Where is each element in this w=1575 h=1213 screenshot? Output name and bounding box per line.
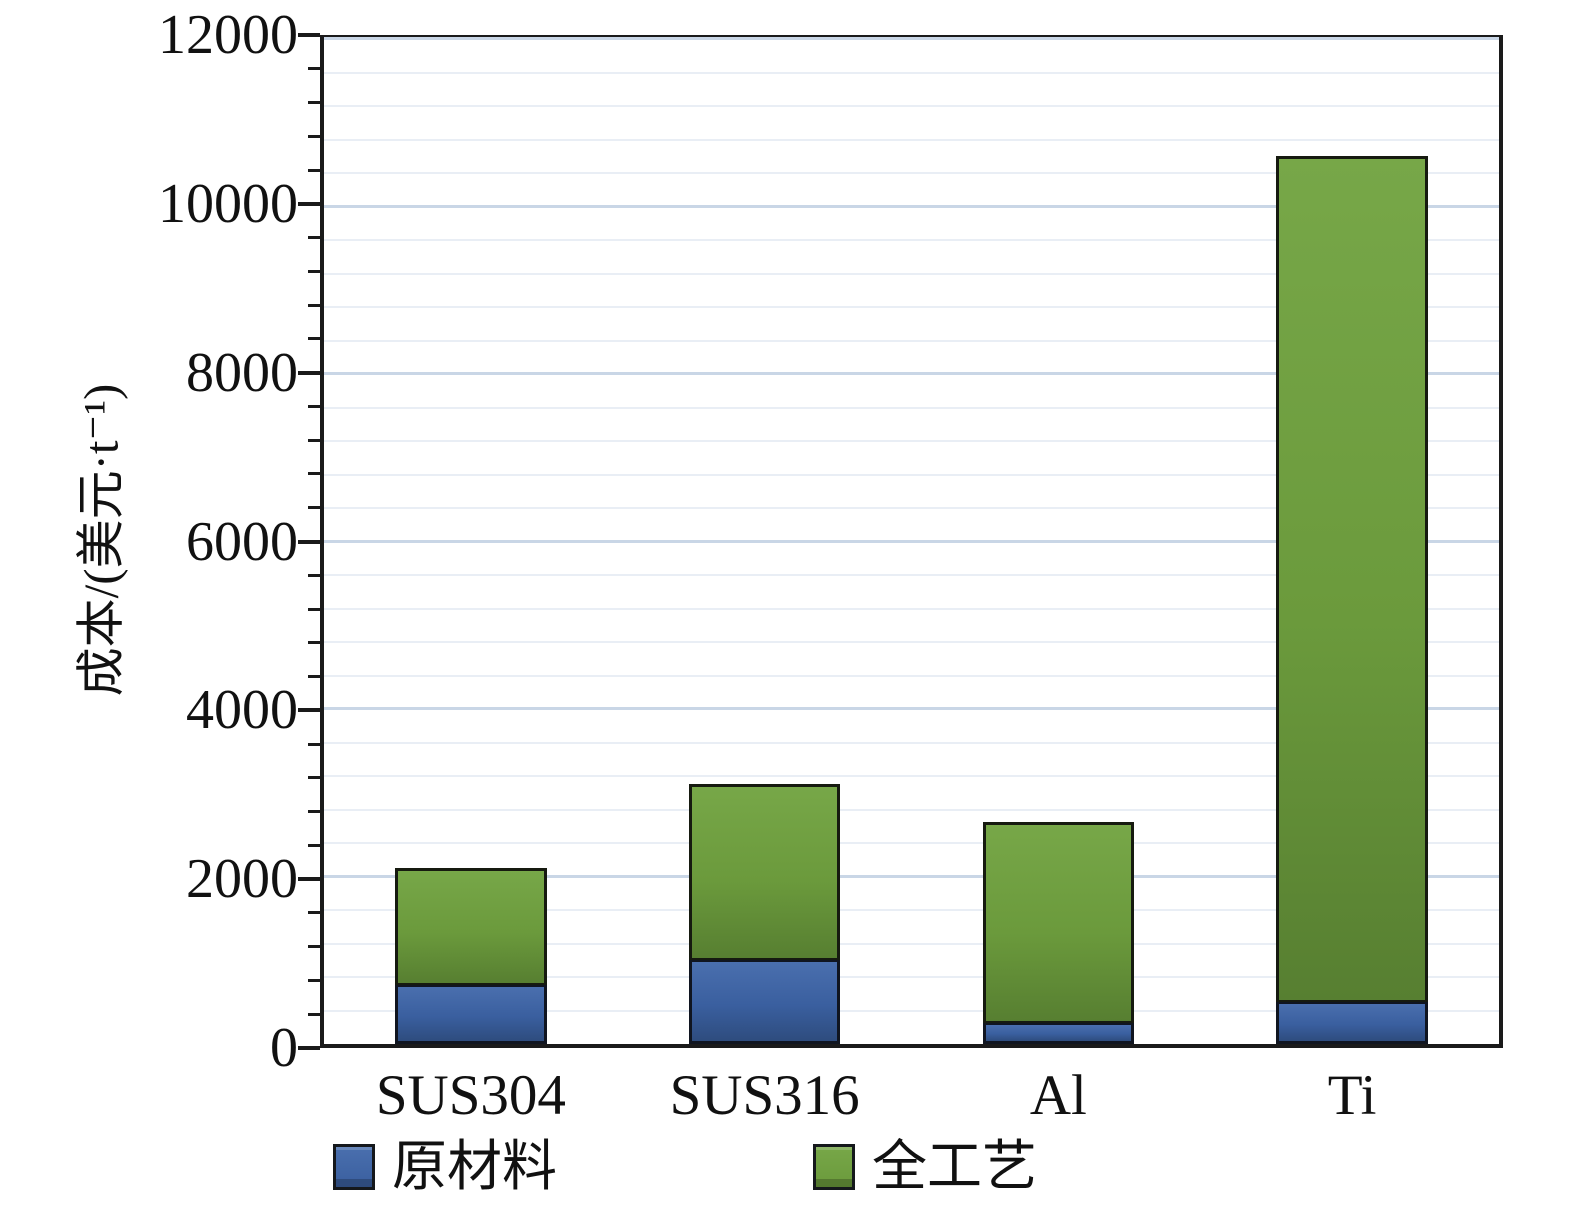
bar-segment-Al-原材料	[982, 1023, 1135, 1044]
x-category-label-Ti: Ti	[1327, 1064, 1377, 1127]
y-tick-4800	[308, 641, 320, 645]
gridline-major-12000	[324, 37, 1499, 40]
gridline-minor-11600	[324, 71, 1499, 74]
y-tick-10400	[308, 168, 320, 172]
legend-label-raw-material: 原材料	[392, 1136, 558, 1197]
legend: 原材料 全工艺	[0, 1136, 1575, 1206]
y-tick-12000	[298, 33, 320, 37]
y-tick-2800	[308, 810, 320, 814]
y-tick-3600	[308, 742, 320, 746]
gridline-minor-10800	[324, 138, 1499, 141]
bar-segment-Ti-原材料	[1276, 1002, 1428, 1044]
y-tick-7600	[308, 404, 320, 408]
y-tick-label-0: 0	[270, 1017, 298, 1079]
y-tick-3200	[308, 776, 320, 780]
y-tick-6800	[308, 472, 320, 476]
y-tick-10800	[308, 134, 320, 138]
x-category-label-Al: Al	[1029, 1064, 1087, 1127]
y-tick-5200	[308, 607, 320, 611]
y-tick-label-10000: 10000	[158, 172, 298, 235]
legend-item-raw-material: 原材料	[333, 1136, 557, 1198]
y-tick-9600	[308, 236, 320, 240]
full-process-swatch-icon	[813, 1144, 855, 1190]
y-tick-6400	[308, 506, 320, 510]
y-tick-8000	[298, 370, 320, 375]
x-category-label-SUS316: SUS316	[669, 1064, 860, 1127]
y-axis-title: 成本/(美元·t⁻¹)	[73, 383, 129, 697]
raw-material-swatch-icon	[333, 1144, 375, 1190]
y-tick-label-12000: 12000	[158, 4, 298, 66]
y-tick-4000	[298, 708, 320, 713]
y-tick-5600	[308, 573, 320, 577]
bar-segment-Ti-全工艺	[1276, 156, 1428, 1003]
y-tick-1200	[308, 945, 320, 949]
bar-segment-SUS304-原材料	[395, 985, 547, 1044]
y-tick-11200	[308, 101, 320, 105]
y-tick-2000	[298, 877, 320, 882]
y-tick-2400	[308, 843, 320, 847]
y-tick-4400	[308, 675, 320, 679]
gridline-minor-11200	[324, 105, 1499, 107]
y-tick-8800	[308, 303, 320, 307]
bar-segment-SUS304-全工艺	[395, 868, 547, 986]
y-tick-400	[308, 1012, 320, 1016]
legend-item-full-process: 全工艺	[813, 1136, 1037, 1198]
legend-label-full-process: 全工艺	[872, 1136, 1038, 1197]
y-tick-0	[298, 1046, 320, 1050]
y-tick-1600	[308, 911, 320, 915]
y-tick-800	[308, 978, 320, 982]
y-tick-11600	[308, 67, 320, 71]
x-category-label-SUS304: SUS304	[375, 1064, 566, 1127]
bar-segment-SUS316-原材料	[688, 960, 841, 1044]
y-tick-7200	[308, 438, 320, 442]
bar-segment-SUS316-全工艺	[688, 784, 841, 961]
y-tick-label-2000: 2000	[186, 848, 298, 911]
y-tick-9200	[308, 269, 320, 273]
y-tick-8400	[308, 337, 320, 341]
bar-segment-Al-全工艺	[982, 822, 1135, 1024]
y-tick-6000	[298, 539, 320, 544]
plot-area	[320, 35, 1503, 1048]
y-tick-10000	[298, 201, 320, 206]
